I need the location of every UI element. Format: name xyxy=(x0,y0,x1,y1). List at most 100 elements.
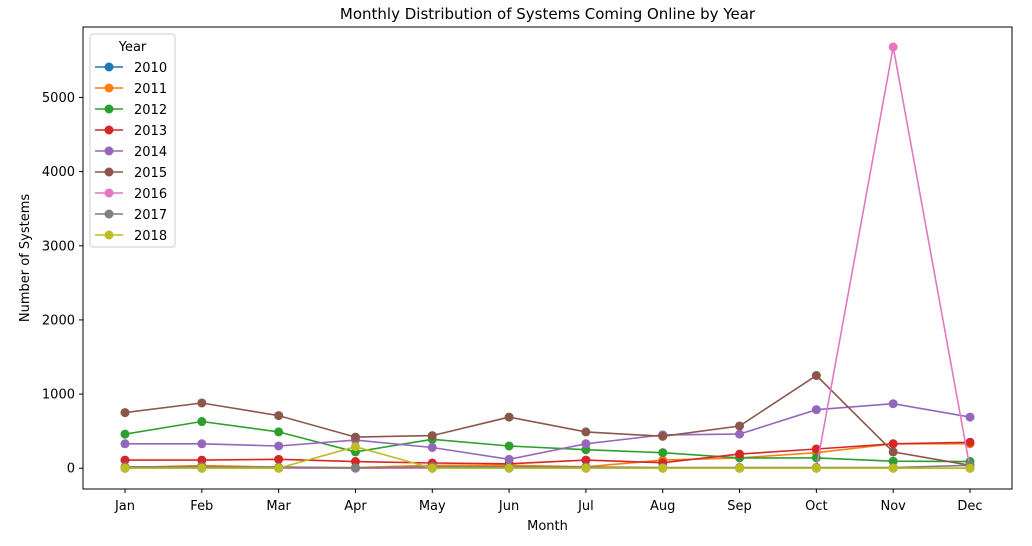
legend-item: 2010 xyxy=(95,61,167,76)
legend-marker xyxy=(104,230,114,240)
x-tick-label: Apr xyxy=(344,499,367,514)
y-tick-label: 5000 xyxy=(42,91,75,106)
legend-marker xyxy=(104,62,114,72)
data-point xyxy=(658,463,668,473)
data-point xyxy=(197,398,207,408)
chart-title: Monthly Distribution of Systems Coming O… xyxy=(340,5,756,23)
data-point xyxy=(888,463,898,473)
data-point xyxy=(811,371,821,381)
legend-item: 2014 xyxy=(95,145,167,160)
x-tick-label: Aug xyxy=(650,499,675,514)
legend-label: 2013 xyxy=(134,124,167,139)
data-point xyxy=(427,431,437,441)
legend-item: 2016 xyxy=(95,187,167,202)
series-2018 xyxy=(120,442,975,473)
series-line xyxy=(125,402,971,461)
legend-marker xyxy=(104,125,114,135)
y-tick-label: 4000 xyxy=(42,165,75,180)
data-point xyxy=(350,442,360,452)
legend-label: 2016 xyxy=(134,187,167,202)
data-point xyxy=(197,463,207,473)
y-tick-label: 0 xyxy=(67,462,75,477)
legend-label: 2017 xyxy=(134,208,167,223)
data-point xyxy=(120,408,130,418)
data-point xyxy=(965,412,975,422)
legend-label: 2014 xyxy=(134,145,167,160)
legend-item: 2018 xyxy=(95,229,167,244)
legend-item: 2017 xyxy=(95,208,167,223)
data-point xyxy=(888,399,898,409)
series-line xyxy=(125,445,970,470)
data-point xyxy=(350,457,360,467)
data-point xyxy=(427,463,437,473)
data-point xyxy=(658,448,668,458)
data-point xyxy=(888,447,898,457)
data-point xyxy=(735,421,745,431)
data-point xyxy=(581,439,591,449)
data-point xyxy=(120,455,130,465)
data-point xyxy=(274,411,284,421)
legend-marker xyxy=(104,188,114,198)
series-2013 xyxy=(120,437,975,469)
data-point xyxy=(197,439,207,449)
y-tick-label: 1000 xyxy=(42,388,75,403)
data-point xyxy=(581,463,591,473)
legend-marker xyxy=(104,104,114,114)
legend-marker xyxy=(104,167,114,177)
data-point xyxy=(504,441,514,451)
data-point xyxy=(504,454,514,464)
data-point xyxy=(504,463,514,473)
data-point xyxy=(120,439,130,449)
legend-label: 2012 xyxy=(134,103,167,118)
data-point xyxy=(350,463,360,473)
legend-label: 2010 xyxy=(134,61,167,76)
legend-marker xyxy=(104,146,114,156)
x-axis-title: Month xyxy=(527,519,568,534)
legend-item: 2011 xyxy=(95,82,167,97)
x-tick-label: Jun xyxy=(498,499,519,514)
data-point xyxy=(888,42,898,52)
data-point xyxy=(735,463,745,473)
data-point xyxy=(120,429,130,439)
x-tick-label: May xyxy=(419,499,446,514)
data-point xyxy=(658,431,668,441)
data-point xyxy=(197,455,207,465)
x-tick-label: Jul xyxy=(577,499,594,514)
x-tick-label: Jan xyxy=(114,499,135,514)
legend: Year 2010 2011 2012 2013 2014 2015 2016 2017 201… xyxy=(89,33,176,248)
data-point xyxy=(735,429,745,439)
series-layer xyxy=(120,42,975,473)
series-2016 xyxy=(120,42,975,473)
legend-label: 2018 xyxy=(134,229,167,244)
data-point xyxy=(888,456,898,466)
legend-title: Year xyxy=(118,40,147,55)
y-axis: 0 1000 2000 3000 4000 5000 xyxy=(42,91,83,477)
series-2014 xyxy=(120,399,975,464)
data-point xyxy=(274,463,284,473)
data-point xyxy=(350,432,360,442)
x-tick-label: Sep xyxy=(727,499,752,514)
data-point xyxy=(965,437,975,447)
series-line xyxy=(124,374,971,467)
data-point xyxy=(888,439,898,449)
data-point xyxy=(581,455,591,465)
series-line xyxy=(125,441,971,465)
legend-item: 2012 xyxy=(95,103,167,118)
legend-marker xyxy=(104,83,114,93)
data-point xyxy=(427,442,437,452)
data-point xyxy=(581,427,591,437)
data-point xyxy=(504,412,514,422)
x-tick-label: Nov xyxy=(880,499,906,514)
legend-item: 2015 xyxy=(95,166,167,181)
data-point xyxy=(811,405,821,415)
data-point xyxy=(811,444,821,454)
data-point xyxy=(197,417,207,427)
series-line xyxy=(125,46,971,470)
data-point xyxy=(811,463,821,473)
data-point xyxy=(274,441,284,451)
data-point xyxy=(274,427,284,437)
y-tick-label: 3000 xyxy=(42,239,75,254)
data-point xyxy=(120,463,130,473)
legend-item: 2013 xyxy=(95,124,167,139)
